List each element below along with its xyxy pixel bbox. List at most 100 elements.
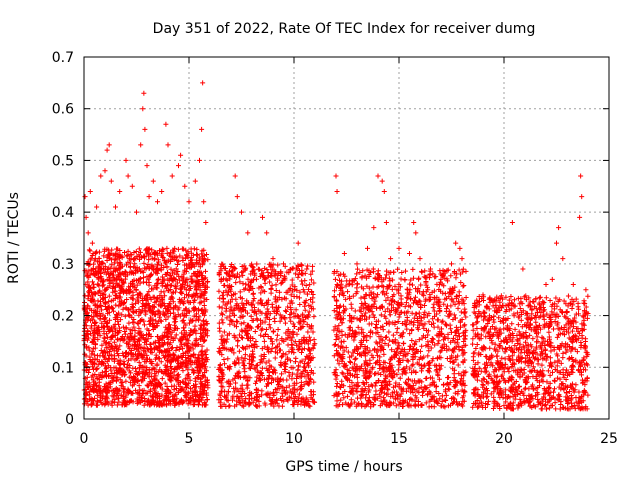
data-point-marker xyxy=(148,334,154,340)
data-point-marker xyxy=(136,359,142,365)
data-point-marker xyxy=(137,256,143,262)
data-point-marker xyxy=(118,271,124,277)
data-point-marker xyxy=(130,365,136,371)
data-point-marker xyxy=(219,317,225,323)
data-point-marker xyxy=(104,246,110,252)
data-point-marker xyxy=(198,349,204,355)
data-point-marker xyxy=(394,326,400,332)
data-point-marker xyxy=(242,374,248,380)
data-point-marker xyxy=(338,339,344,345)
data-point-marker xyxy=(88,398,94,404)
data-point-marker xyxy=(293,355,299,361)
data-point-marker xyxy=(177,336,183,342)
data-point-marker xyxy=(204,397,210,403)
data-point-marker xyxy=(106,293,112,299)
data-point-marker xyxy=(150,394,156,400)
data-point-marker xyxy=(85,230,91,236)
data-point-marker xyxy=(205,385,211,391)
data-point-marker xyxy=(201,317,207,323)
data-point-marker xyxy=(200,276,206,282)
data-point-marker xyxy=(134,268,140,274)
data-point-marker xyxy=(443,397,449,403)
data-point-marker xyxy=(147,273,153,279)
data-point-marker xyxy=(190,370,196,376)
data-point-marker xyxy=(384,334,390,340)
data-point-marker xyxy=(448,326,454,332)
data-point-marker xyxy=(270,256,276,262)
data-point-marker xyxy=(549,276,555,282)
data-point-marker xyxy=(169,393,175,399)
data-point-marker xyxy=(197,157,202,163)
data-point-marker xyxy=(175,246,181,252)
data-point-marker xyxy=(178,152,184,158)
data-point-marker xyxy=(138,309,144,315)
data-point-marker xyxy=(125,173,131,179)
data-point-marker xyxy=(124,262,130,268)
data-point-marker xyxy=(233,280,239,286)
data-point-marker xyxy=(122,328,128,334)
data-point-marker xyxy=(148,349,154,355)
data-point-marker xyxy=(152,371,158,377)
data-point-marker xyxy=(175,269,181,275)
data-point-marker xyxy=(434,317,440,323)
data-point-marker xyxy=(204,251,210,257)
data-point-marker xyxy=(227,403,233,409)
data-point-marker xyxy=(242,369,248,375)
data-point-marker xyxy=(182,262,188,268)
data-point-marker xyxy=(221,283,227,289)
data-point-marker xyxy=(97,293,103,299)
data-point-marker xyxy=(241,375,247,381)
data-point-marker xyxy=(175,390,181,395)
data-point-marker xyxy=(198,293,204,299)
data-point-marker xyxy=(187,386,193,392)
data-point-marker xyxy=(163,371,169,377)
data-point-marker xyxy=(109,262,115,268)
data-point-marker xyxy=(420,392,426,398)
data-point-marker xyxy=(202,284,208,290)
data-point-marker xyxy=(111,365,117,371)
data-point-marker xyxy=(189,273,195,279)
data-point-marker xyxy=(87,248,93,254)
data-point-marker xyxy=(90,349,96,355)
data-point-marker xyxy=(167,250,173,256)
data-point-marker xyxy=(382,308,388,314)
data-point-marker xyxy=(170,295,176,301)
data-point-marker xyxy=(202,268,208,274)
data-point-marker xyxy=(115,282,121,288)
data-point-marker xyxy=(282,366,288,372)
data-point-marker xyxy=(165,314,171,320)
data-point-marker xyxy=(160,247,166,253)
data-point-marker xyxy=(308,277,314,283)
data-point-marker xyxy=(115,274,121,280)
data-point-marker xyxy=(191,351,197,357)
data-point-marker xyxy=(118,276,124,282)
data-point-marker xyxy=(239,335,245,341)
data-point-marker xyxy=(91,281,97,287)
data-point-marker xyxy=(161,339,167,345)
data-point-marker xyxy=(113,302,119,308)
data-point-marker xyxy=(94,204,100,210)
data-point-marker xyxy=(192,178,198,184)
data-point-marker xyxy=(159,274,165,280)
data-point-marker xyxy=(173,332,179,338)
data-point-marker xyxy=(272,318,278,324)
data-point-marker xyxy=(390,332,396,338)
data-point-marker xyxy=(134,253,140,259)
data-point-marker xyxy=(144,163,150,169)
data-point-marker xyxy=(120,384,126,390)
data-point-marker xyxy=(259,388,265,394)
data-point-marker xyxy=(114,402,120,408)
data-point-marker xyxy=(107,274,113,280)
data-point-marker xyxy=(223,308,229,314)
data-point-marker xyxy=(274,337,280,343)
data-point-marker xyxy=(222,361,228,367)
data-point-marker xyxy=(117,343,123,349)
data-point-marker xyxy=(157,314,163,320)
data-point-marker xyxy=(148,346,154,352)
data-point-marker xyxy=(338,397,344,403)
data-point-marker xyxy=(87,188,93,194)
data-point-marker xyxy=(123,157,129,163)
data-point-marker xyxy=(135,355,141,361)
data-point-marker xyxy=(112,390,118,396)
data-point-marker xyxy=(436,338,442,344)
